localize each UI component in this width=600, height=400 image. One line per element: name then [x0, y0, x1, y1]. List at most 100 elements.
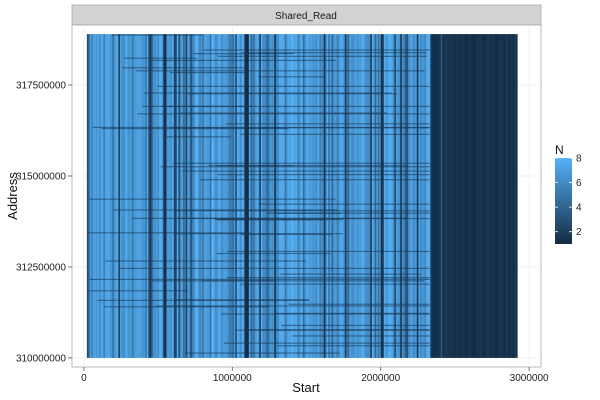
heat-column: [181, 34, 184, 358]
heat-column: [425, 34, 428, 358]
heat-column: [482, 34, 485, 358]
heat-streak: [192, 53, 294, 55]
heat-column: [487, 34, 490, 358]
heat-column: [175, 34, 178, 358]
heat-column: [154, 34, 157, 358]
heat-column: [292, 34, 295, 358]
heat-column: [488, 34, 491, 358]
heat-column: [286, 34, 289, 358]
heat-column: [160, 34, 163, 358]
legend-break-label: 2: [576, 227, 582, 238]
heat-column: [179, 34, 182, 358]
heat-column: [121, 34, 124, 358]
heat-column: [403, 34, 406, 358]
heat-column: [460, 34, 463, 358]
heat-column: [263, 34, 266, 358]
heat-column: [478, 34, 481, 358]
heat-column: [484, 34, 487, 358]
heat-column: [269, 34, 272, 358]
heat-column: [413, 34, 416, 358]
heat-column: [433, 34, 436, 358]
heat-streak: [149, 59, 336, 62]
heat-column: [343, 34, 346, 358]
heat-column: [134, 34, 137, 358]
heat-column: [373, 34, 376, 358]
heat-column: [220, 34, 223, 358]
heat-column: [184, 34, 187, 358]
legend-colorbar: [555, 158, 572, 244]
heat-column: [409, 34, 412, 358]
heat-column: [400, 34, 403, 358]
heat-column: [299, 34, 302, 358]
heat-column: [347, 34, 350, 358]
heat-column: [301, 34, 304, 358]
y-tick-label: 312500000: [16, 262, 66, 273]
heat-column: [466, 34, 469, 358]
heat-column: [298, 34, 301, 358]
heat-column: [364, 34, 367, 358]
heat-column: [127, 34, 130, 358]
heat-column: [211, 34, 214, 358]
heat-column: [329, 34, 332, 358]
heat-streak: [217, 174, 430, 176]
heat-column: [397, 34, 400, 358]
heat-column: [139, 34, 142, 358]
heat-column: [131, 34, 134, 358]
heat-column: [205, 34, 208, 358]
heat-column: [137, 34, 140, 358]
heat-column: [365, 34, 368, 358]
heat-column: [250, 34, 253, 358]
y-tick-label: 317500000: [16, 81, 66, 92]
heat-column: [455, 34, 458, 358]
heat-column: [223, 34, 226, 358]
x-tick-label: 2000000: [361, 373, 400, 384]
heat-streak: [217, 55, 427, 57]
heat-column: [224, 34, 227, 358]
heat-column: [319, 34, 322, 358]
heat-column: [265, 34, 268, 358]
heat-column: [242, 34, 245, 358]
heat-column: [221, 34, 224, 358]
heat-column: [281, 34, 284, 358]
heat-cells: [86, 34, 518, 358]
heat-column: [421, 34, 424, 358]
heat-column: [380, 34, 383, 358]
heat-column: [377, 34, 380, 358]
heat-streak: [157, 85, 430, 87]
heat-streak: [234, 329, 430, 331]
heat-column: [236, 34, 239, 358]
heat-column: [362, 34, 365, 358]
heat-column: [314, 34, 317, 358]
heat-column: [193, 34, 196, 358]
heat-column: [191, 34, 194, 358]
heat-streak: [240, 283, 430, 285]
heat-streak: [119, 267, 430, 269]
heat-column: [88, 34, 91, 358]
heat-column: [176, 34, 179, 358]
heat-column: [158, 34, 161, 358]
heat-column: [92, 34, 95, 358]
facet-strip-label: Shared_Read: [275, 11, 337, 22]
heat-column: [341, 34, 344, 358]
heat-column: [103, 34, 106, 358]
heat-column: [253, 34, 256, 358]
heat-column: [89, 34, 92, 358]
heat-streak: [200, 179, 430, 181]
heat-streak: [288, 303, 430, 305]
heat-streak: [137, 113, 430, 115]
heat-streak: [101, 127, 289, 130]
heat-column: [326, 34, 329, 358]
heat-column: [323, 34, 326, 358]
heat-column: [479, 34, 482, 358]
heat-column: [283, 34, 286, 358]
heat-column: [368, 34, 371, 358]
heat-column: [508, 34, 511, 358]
heat-column: [197, 34, 200, 358]
heat-column: [202, 34, 205, 358]
heat-column: [391, 34, 394, 358]
heat-column: [419, 34, 422, 358]
heat-column: [469, 34, 472, 358]
heat-column: [481, 34, 484, 358]
heat-column: [272, 34, 275, 358]
heat-column: [496, 34, 499, 358]
